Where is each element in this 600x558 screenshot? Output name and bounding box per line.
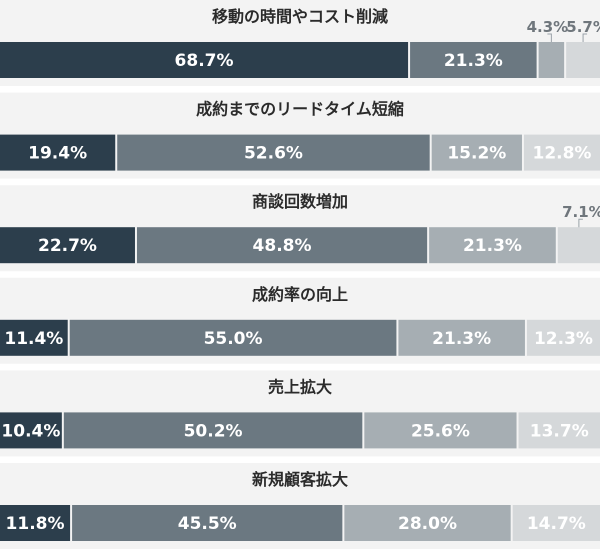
data-label: 12.8% (532, 144, 591, 164)
bar-segment (431, 134, 522, 171)
label-leader-line (578, 218, 583, 228)
data-label: 19.4% (28, 144, 87, 164)
label-leader-line (582, 33, 588, 42)
group-title: 成約率の向上 (252, 285, 348, 304)
bar-group: 移動の時間やコスト削減 68.7% 21.3% 4.3%5.7% (0, 0, 600, 86)
data-label: 7.1% (562, 203, 600, 221)
data-label: 11.4% (4, 329, 63, 349)
group-title: 商談回数増加 (252, 192, 348, 211)
bar-segment (398, 319, 525, 356)
bar-segment (526, 319, 600, 356)
data-label: 50.2% (184, 421, 243, 441)
bar-segment (429, 227, 556, 264)
bar-segment (0, 134, 116, 171)
bar-group: 新規顧客拡大 11.8% 45.5% 28.0% 14.7% (0, 463, 600, 549)
bar-segment (538, 42, 565, 78)
data-label: 11.8% (6, 514, 65, 534)
bar-segment (0, 412, 62, 449)
bar-segment (0, 505, 71, 541)
bar-segment (518, 412, 600, 449)
bar-group: 売上拡大 10.4% 50.2% 25.6% 13.7% (0, 370, 600, 457)
group-title: 売上拡大 (268, 377, 332, 396)
bar-segment (566, 42, 600, 78)
label-leader-line (547, 33, 552, 42)
bar-segment (0, 42, 409, 78)
bar-segment (410, 42, 537, 78)
data-label: 68.7% (175, 51, 234, 71)
bar-segment (0, 227, 135, 264)
bar-segment (0, 319, 68, 356)
bar-group: 成約率の向上 11.4% 55.0% 21.3% 12.3% (0, 277, 600, 364)
bar-segment (557, 227, 600, 264)
data-label: 48.8% (253, 236, 312, 256)
data-label: 22.7% (38, 236, 97, 256)
data-label: 12.3% (534, 329, 593, 349)
data-label: 4.3% (527, 18, 569, 36)
bar-segment (364, 412, 517, 449)
bar-segment (72, 505, 343, 541)
data-label: 25.6% (411, 421, 470, 441)
bar-segment (344, 505, 511, 541)
data-label: 5.7% (566, 18, 600, 36)
data-label: 13.7% (530, 421, 589, 441)
group-title: 成約までのリードタイム短縮 (196, 100, 404, 119)
data-label: 14.7% (527, 514, 586, 534)
data-label: 45.5% (178, 514, 237, 534)
data-label: 55.0% (204, 329, 263, 349)
bar-segment (136, 227, 428, 264)
data-label: 21.3% (463, 236, 522, 256)
data-label: 21.3% (444, 51, 503, 71)
bar-segment (117, 134, 430, 171)
bar-segment (512, 505, 600, 541)
bar-group: 成約までのリードタイム短縮 19.4% 52.6% 15.2% 12.8% (0, 92, 600, 179)
bar-segment (523, 134, 600, 171)
bar-segment (69, 319, 397, 356)
group-title: 新規顧客拡大 (252, 470, 348, 489)
group-title: 移動の時間やコスト削減 (212, 7, 388, 26)
data-label: 15.2% (447, 144, 506, 164)
bar-segment (63, 412, 363, 449)
data-label: 52.6% (244, 144, 303, 164)
data-label: 21.3% (432, 329, 491, 349)
data-label: 10.4% (1, 421, 60, 441)
bar-group: 商談回数増加 22.7% 48.8% 21.3% 7.1% (0, 185, 600, 272)
data-label: 28.0% (398, 514, 457, 534)
